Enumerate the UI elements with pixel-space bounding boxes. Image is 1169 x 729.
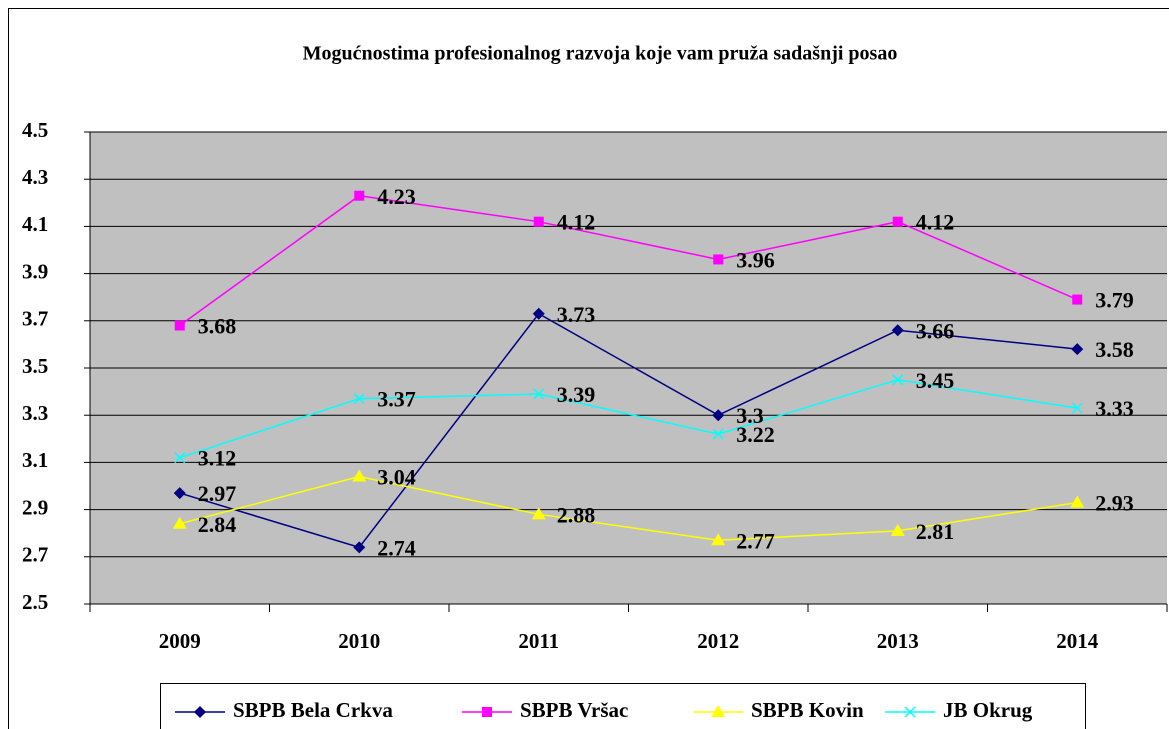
marker bbox=[353, 541, 366, 554]
marker bbox=[712, 428, 724, 440]
data-label: 3.22 bbox=[736, 422, 775, 447]
data-label: 3.79 bbox=[1095, 288, 1134, 313]
data-label: 2.77 bbox=[736, 528, 775, 553]
x-tick-label: 2009 bbox=[159, 629, 201, 653]
marker bbox=[1071, 343, 1084, 356]
y-tick-label: 3.3 bbox=[22, 401, 48, 425]
data-label: 3.37 bbox=[377, 387, 416, 412]
y-tick-label: 3.1 bbox=[22, 448, 48, 472]
x-tick-label: 2012 bbox=[697, 629, 739, 653]
data-label: 2.97 bbox=[198, 481, 237, 506]
y-tick-label: 4.3 bbox=[22, 165, 48, 189]
marker bbox=[533, 388, 545, 400]
x-tick-label: 2010 bbox=[338, 629, 380, 653]
legend-marker bbox=[482, 707, 492, 717]
marker bbox=[172, 516, 187, 529]
data-label: 3.3 bbox=[736, 403, 764, 428]
y-tick-label: 3.9 bbox=[22, 259, 48, 283]
marker bbox=[713, 254, 724, 265]
data-label: 4.23 bbox=[377, 184, 416, 209]
data-label: 3.33 bbox=[1095, 396, 1134, 421]
data-label: 3.96 bbox=[736, 247, 775, 272]
legend-marker bbox=[711, 705, 725, 717]
data-label: 3.45 bbox=[916, 368, 955, 393]
marker bbox=[353, 393, 365, 405]
data-label: 3.73 bbox=[557, 302, 596, 327]
marker bbox=[174, 452, 186, 464]
y-tick-label: 3.7 bbox=[22, 307, 48, 331]
y-tick-label: 2.9 bbox=[22, 495, 48, 519]
legend-marker bbox=[194, 706, 206, 718]
data-label: 3.12 bbox=[198, 446, 237, 471]
series-line bbox=[179, 379, 1078, 459]
x-tick-label: 2011 bbox=[518, 629, 559, 653]
data-label: 4.12 bbox=[916, 210, 955, 235]
data-label: 3.68 bbox=[198, 314, 237, 339]
marker bbox=[531, 507, 546, 520]
y-tick-label: 4.5 bbox=[22, 118, 48, 142]
marker bbox=[1070, 495, 1085, 508]
marker bbox=[892, 216, 903, 227]
marker bbox=[712, 409, 725, 422]
marker bbox=[173, 487, 186, 500]
marker bbox=[891, 324, 904, 337]
legend-box bbox=[160, 683, 1086, 729]
data-label: 3.66 bbox=[916, 318, 955, 343]
marker bbox=[1072, 294, 1083, 305]
y-tick-label: 2.7 bbox=[22, 543, 48, 567]
legend-label: SBPB Vršac bbox=[520, 698, 628, 722]
legend-label: SBPB Bela Crkva bbox=[233, 698, 393, 722]
data-label: 3.04 bbox=[377, 465, 416, 490]
marker bbox=[174, 320, 185, 331]
data-label: 2.84 bbox=[198, 512, 237, 537]
y-tick-label: 4.1 bbox=[22, 212, 48, 236]
series-line bbox=[179, 194, 1078, 327]
data-label: 2.93 bbox=[1095, 491, 1134, 516]
marker bbox=[1071, 402, 1083, 414]
data-label: 4.12 bbox=[557, 210, 596, 235]
series-line bbox=[179, 475, 1078, 542]
series-line bbox=[179, 312, 1078, 549]
legend-label: SBPB Kovin bbox=[751, 698, 864, 722]
data-label: 3.58 bbox=[1095, 337, 1134, 362]
legend-label: JB Okrug bbox=[943, 698, 1033, 722]
marker bbox=[711, 533, 726, 546]
x-tick-label: 2014 bbox=[1056, 629, 1099, 653]
data-label: 2.88 bbox=[557, 502, 596, 527]
y-tick-label: 2.5 bbox=[22, 590, 48, 614]
data-label: 3.39 bbox=[557, 382, 596, 407]
data-label: 2.74 bbox=[377, 535, 416, 560]
legend-marker bbox=[904, 706, 916, 718]
x-tick-label: 2013 bbox=[877, 629, 919, 653]
marker bbox=[892, 374, 904, 386]
y-tick-label: 3.5 bbox=[22, 354, 48, 378]
marker bbox=[354, 190, 365, 201]
marker bbox=[533, 216, 544, 227]
data-label: 2.81 bbox=[916, 519, 955, 544]
marker bbox=[890, 523, 905, 536]
marker bbox=[352, 469, 367, 482]
chart-title: Mogućnostima profesionalnog razvoja koje… bbox=[303, 43, 898, 65]
marker bbox=[532, 307, 545, 320]
